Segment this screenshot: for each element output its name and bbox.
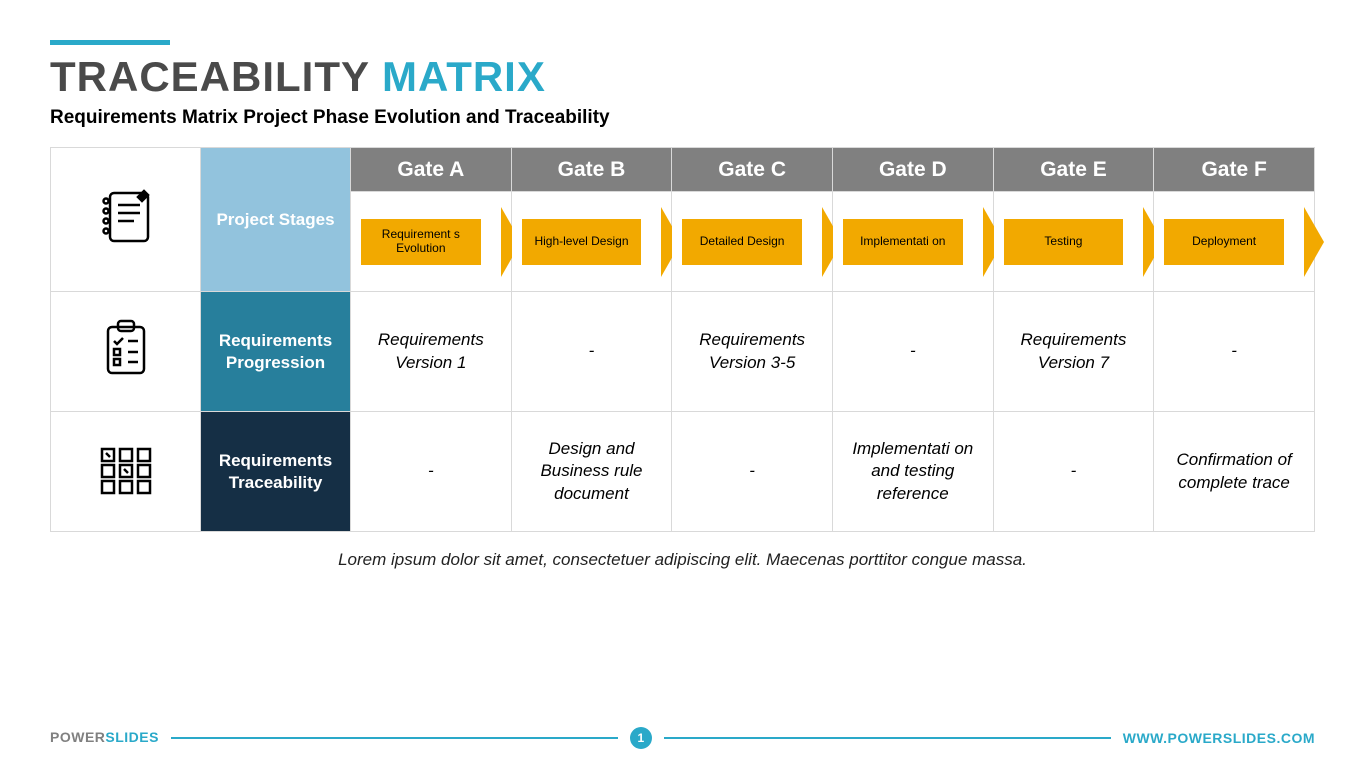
icon-notepad-cell	[51, 148, 201, 292]
arrow-cell: Detailed Design	[672, 192, 833, 292]
row-label-traceability: Requirements Traceability	[201, 412, 351, 532]
progression-cell: Requirements Version 7	[993, 292, 1154, 412]
arrow-head-icon	[1304, 207, 1324, 277]
icon-grid-cell	[51, 412, 201, 532]
arrow-label: High-level Design	[522, 219, 642, 265]
gate-header: Gate C	[672, 148, 833, 192]
arrow-cell: High-level Design	[511, 192, 672, 292]
icon-clipboard-cell	[51, 292, 201, 412]
page-number-badge: 1	[630, 727, 652, 749]
footer-link: WWW.POWERSLIDES.COM	[1123, 730, 1315, 746]
progression-cell: -	[832, 292, 993, 412]
title-word-1: TRACEABILITY	[50, 53, 370, 101]
footer-brand-b: SLIDES	[105, 729, 159, 745]
traceability-cell: Design and Business rule document	[511, 412, 672, 532]
gate-header: Gate F	[1154, 148, 1315, 192]
gate-header: Gate E	[993, 148, 1154, 192]
arrow-label: Detailed Design	[682, 219, 802, 265]
slide-footer: POWERSLIDES 1 WWW.POWERSLIDES.COM	[0, 727, 1365, 749]
traceability-cell: Confirmation of complete trace	[1154, 412, 1315, 532]
footer-line-right	[664, 737, 1111, 739]
subtitle: Requirements Matrix Project Phase Evolut…	[50, 107, 1315, 129]
row-label-stages: Project Stages	[201, 148, 351, 292]
grid-icon	[94, 437, 158, 501]
arrow-label: Requirement s Evolution	[361, 219, 481, 265]
progression-cell: -	[511, 292, 672, 412]
arrow-cell: Requirement s Evolution	[351, 192, 512, 292]
traceability-cell: -	[993, 412, 1154, 532]
traceability-matrix: Project Stages Gate A Gate B Gate C Gate…	[50, 147, 1315, 532]
notepad-icon	[94, 185, 158, 249]
gate-header: Gate D	[832, 148, 993, 192]
arrow-cell: Testing	[993, 192, 1154, 292]
progression-cell: Requirements Version 1	[351, 292, 512, 412]
arrow-cell: Implementati on	[832, 192, 993, 292]
caption-text: Lorem ipsum dolor sit amet, consectetuer…	[50, 550, 1315, 570]
arrow-cell: Deployment	[1154, 192, 1315, 292]
row-label-progression: Requirements Progression	[201, 292, 351, 412]
accent-bar	[50, 40, 170, 45]
gate-header: Gate B	[511, 148, 672, 192]
traceability-cell: -	[672, 412, 833, 532]
arrow-label: Deployment	[1164, 219, 1284, 265]
arrow-label: Testing	[1004, 219, 1124, 265]
progression-cell: -	[1154, 292, 1315, 412]
footer-brand: POWERSLIDES	[50, 729, 159, 747]
footer-brand-a: POWER	[50, 729, 105, 745]
slide-container: TRACEABILITY MATRIX Requirements Matrix …	[0, 0, 1365, 590]
traceability-cell: -	[351, 412, 512, 532]
title-word-2: MATRIX	[382, 53, 546, 101]
title: TRACEABILITY MATRIX	[50, 53, 1315, 101]
traceability-cell: Implementati on and testing reference	[832, 412, 993, 532]
progression-cell: Requirements Version 3-5	[672, 292, 833, 412]
arrow-label: Implementati on	[843, 219, 963, 265]
stage-arrow: Requirement s Evolution	[361, 219, 501, 265]
footer-line-left	[171, 737, 618, 739]
clipboard-icon	[94, 317, 158, 381]
gate-header: Gate A	[351, 148, 512, 192]
